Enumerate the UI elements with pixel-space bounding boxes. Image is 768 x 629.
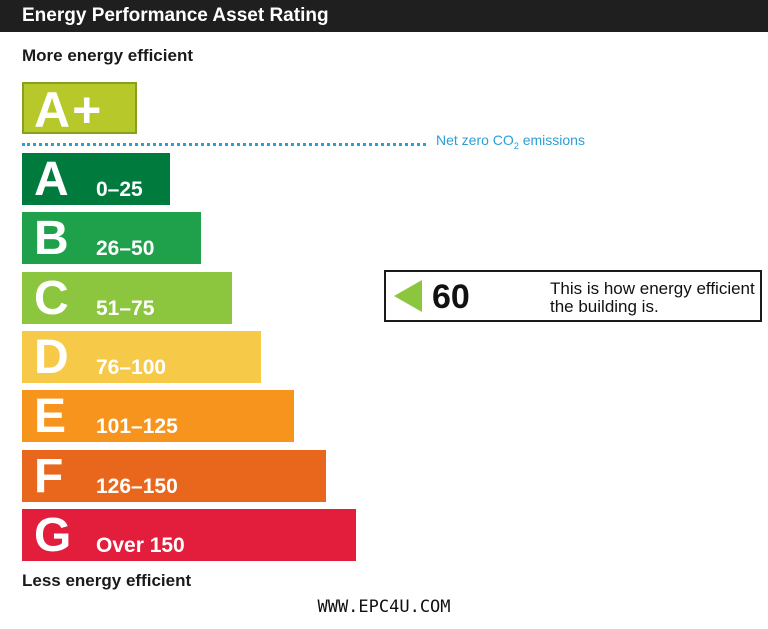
band-f: F 126–150	[22, 450, 326, 502]
band-range: Over 150	[96, 534, 185, 557]
band-letter: B	[34, 212, 69, 265]
less-efficient-label: Less energy efficient	[22, 571, 192, 590]
rating-value: 60	[432, 278, 470, 316]
band-letter: D	[34, 331, 69, 384]
band-range: 101–125	[96, 415, 178, 438]
band-letter: E	[34, 390, 67, 443]
band-a-plus-letter: A+	[34, 82, 104, 138]
current-rating-indicator: 60 This is how energy efficient the buil…	[384, 270, 762, 322]
band-range: 51–75	[96, 297, 155, 320]
band-letter: F	[34, 450, 64, 503]
header-bar: Energy Performance Asset Rating	[0, 0, 768, 32]
band-letter: C	[34, 272, 69, 325]
band-b: B 26–50	[22, 212, 201, 264]
rating-caption: This is how energy efficient the buildin…	[550, 279, 755, 316]
band-g: G Over 150	[22, 509, 356, 561]
band-d: D 76–100	[22, 331, 261, 383]
net-zero-divider	[22, 143, 426, 146]
net-zero-label: Net zero CO2 emissions	[436, 132, 585, 151]
band-a: A 0–25	[22, 153, 170, 205]
band-range: 76–100	[96, 356, 167, 379]
band-range: 26–50	[96, 237, 155, 260]
band-c: C 51–75	[22, 272, 232, 324]
band-a-plus: A+	[22, 82, 137, 138]
band-letter: G	[34, 509, 72, 562]
band-e: E 101–125	[22, 390, 294, 442]
page-title: Energy Performance Asset Rating	[22, 5, 329, 26]
more-efficient-label: More energy efficient	[22, 46, 193, 65]
band-letter: A	[34, 153, 69, 206]
footer-url: WWW.EPC4U.COM	[317, 597, 451, 617]
rating-arrow-icon	[394, 280, 422, 312]
band-range: 126–150	[96, 475, 178, 498]
band-range: 0–25	[96, 178, 143, 201]
